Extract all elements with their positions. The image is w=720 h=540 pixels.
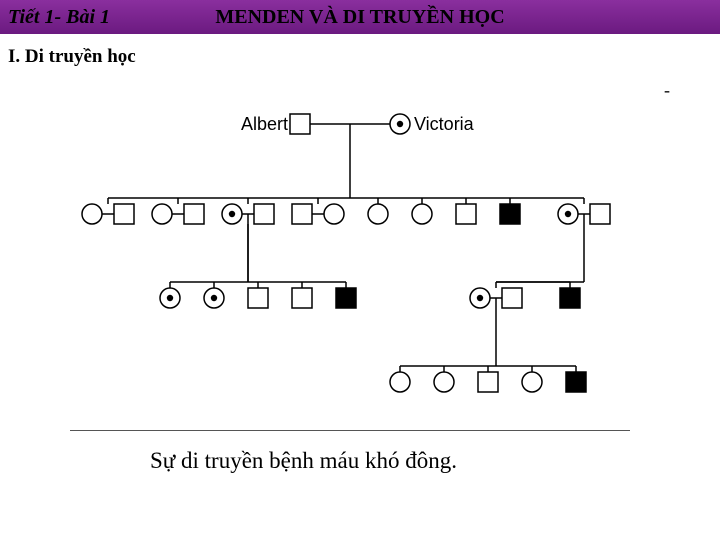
slide-title: MENDEN VÀ DI TRUYỀN HỌC <box>215 6 504 29</box>
section-heading: I. Di truyền học <box>8 46 720 68</box>
lesson-label: Tiết 1- Bài 1 <box>8 6 110 29</box>
svg-text:Albert: Albert <box>241 114 288 134</box>
pedigree-chart: Albert Victoria <box>70 90 670 410</box>
caption-text: Sự di truyền bệnh máu khó đông. <box>150 448 457 474</box>
header-bar: Tiết 1- Bài 1 MENDEN VÀ DI TRUYỀN HỌC <box>0 0 720 34</box>
svg-text:Victoria: Victoria <box>414 114 475 134</box>
caption-rule <box>70 430 630 431</box>
